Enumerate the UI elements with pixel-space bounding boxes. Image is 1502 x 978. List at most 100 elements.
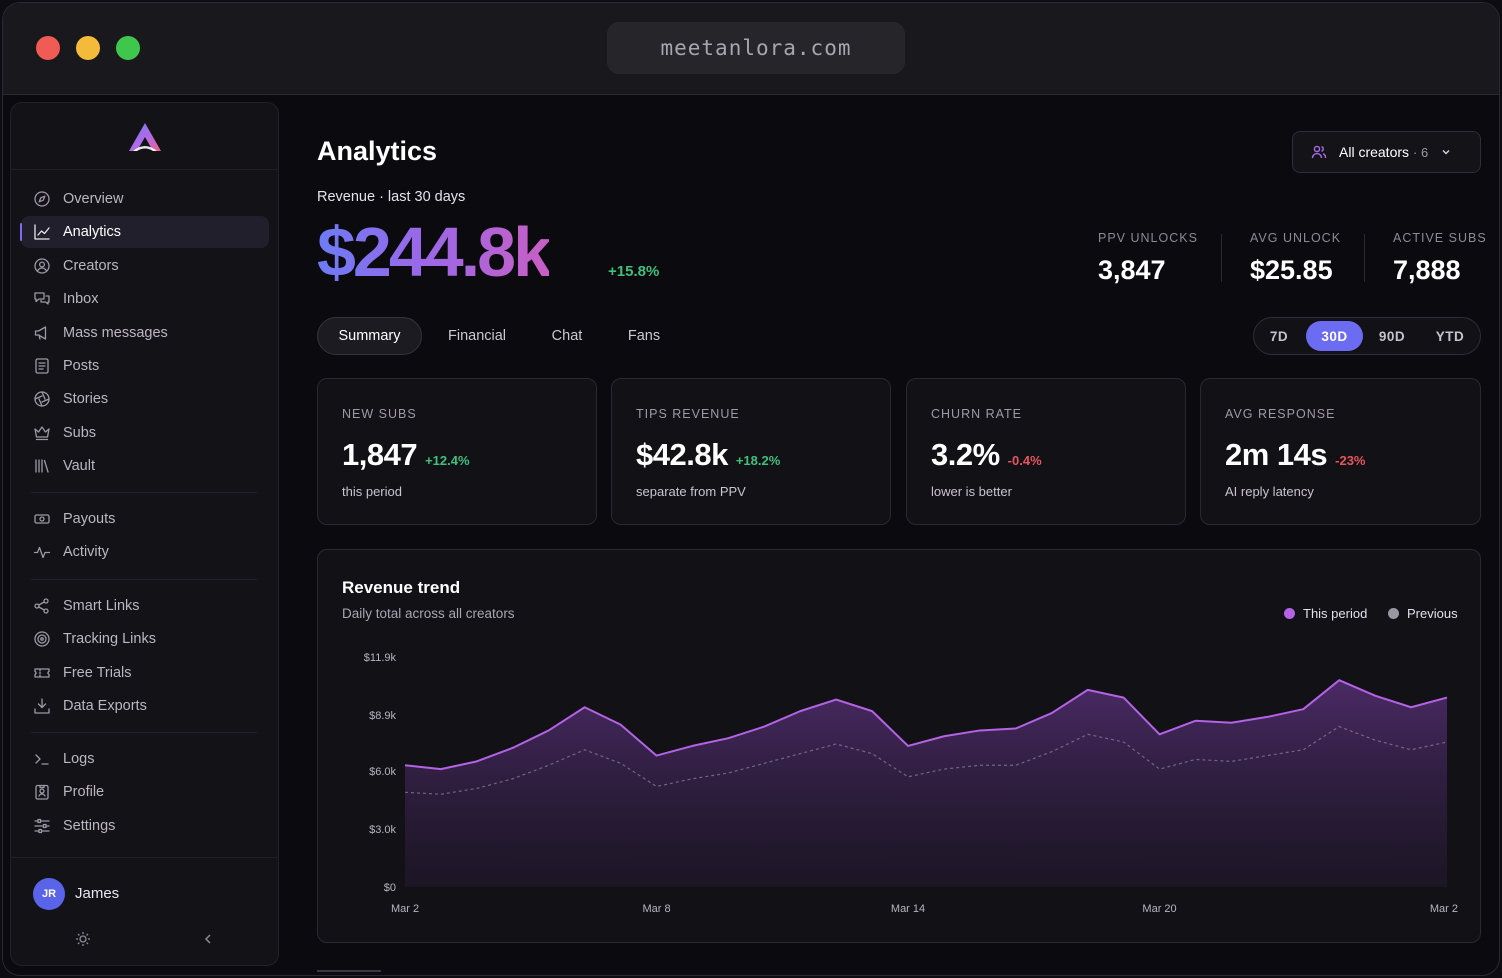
user-name[interactable]: James: [75, 885, 120, 902]
ticket-icon: [34, 668, 50, 678]
x-tick-label: Mar 14: [891, 903, 925, 915]
sun-icon[interactable]: [75, 931, 91, 947]
sidebar-item-tracking-links[interactable]: Tracking Links: [21, 623, 269, 655]
y-tick-label: $11.9k: [364, 652, 397, 664]
legend-swatch: [1388, 608, 1399, 619]
sidebar-item-label: Data Exports: [63, 698, 147, 715]
sidebar-item-vault[interactable]: Vault: [21, 450, 269, 482]
x-tick-label: Mar 8: [642, 903, 670, 915]
sliders-icon: [34, 818, 50, 833]
stat-divider: [1221, 234, 1222, 282]
newspaper-icon: [35, 358, 49, 374]
creators-filter-count: · 6: [1413, 144, 1429, 160]
kpi-value: $42.8k +18.2%: [636, 437, 781, 472]
chart-line-icon: [34, 224, 50, 241]
sidebar-item-logs[interactable]: Logs: [21, 743, 269, 775]
sidebar-item-label: Analytics: [63, 224, 122, 241]
previous-series-line[interactable]: [404, 725, 1448, 795]
kpi-card-avg-response[interactable]: AVG RESPONSE 2m 14s -23% AI reply latency: [1200, 378, 1481, 525]
nodes-icon: [34, 598, 49, 614]
range-7d-button[interactable]: 7D: [1269, 328, 1289, 344]
sidebar-item-label: Inbox: [63, 291, 99, 308]
sidebar-item-label: Subs: [63, 424, 97, 441]
x-tick-label: Mar 2: [391, 903, 419, 915]
kpi-note: this period: [342, 484, 402, 499]
sidebar-item-activity[interactable]: Activity: [21, 536, 269, 568]
stat-value: 3,847: [1098, 255, 1166, 285]
tab-fans[interactable]: Fans: [627, 328, 661, 344]
sidebar-item-settings[interactable]: Settings: [21, 810, 269, 842]
sidebar-item-analytics[interactable]: Analytics: [20, 216, 269, 249]
aperture-icon: [34, 391, 50, 408]
brand-logo-icon[interactable]: [127, 121, 163, 155]
kpi-card-churn-rate[interactable]: CHURN RATE 3.2% -0.4% lower is better: [906, 378, 1186, 525]
sidebar-item-free-trials[interactable]: Free Trials: [21, 657, 269, 689]
sidebar-item-label: Logs: [63, 751, 95, 767]
kpi-note: separate from PPV: [636, 484, 746, 499]
compass-icon: [34, 191, 50, 207]
stat-divider: [1364, 234, 1365, 282]
sidebar-item-label: Tracking Links: [63, 631, 156, 648]
legend-previous[interactable]: Previous: [1388, 606, 1458, 621]
sidebar-item-posts[interactable]: Posts: [21, 350, 269, 382]
tab-chat[interactable]: Chat: [551, 328, 583, 344]
sidebar-item-subs[interactable]: Subs: [21, 417, 269, 449]
kpi-card-new-subs[interactable]: NEW SUBS 1,847 +12.4% this period: [317, 378, 597, 525]
this-period-series-line[interactable]: [404, 679, 1448, 771]
kpi-value: 2m 14s -23%: [1225, 437, 1366, 472]
sidebar-item-label: Settings: [63, 817, 116, 834]
revenue-trend-chart[interactable]: $11.9k $8.9k $6.0k $3.0k $0 Mar 2 Mar 8 Mar 14 M…: [318, 550, 1482, 944]
revenue-label: Revenue · last 30 days: [317, 189, 466, 205]
sidebar: Overview Analytics Creators Inbox Mass messa…: [10, 102, 279, 966]
kpi-delta: +18.2%: [735, 453, 781, 468]
chevron-left-icon[interactable]: [201, 932, 215, 946]
date-range-selector: 7D 30D 90D YTD: [1253, 317, 1481, 355]
sidebar-item-profile[interactable]: Profile: [21, 776, 269, 808]
sidebar-item-stories[interactable]: Stories: [21, 383, 269, 415]
kpi-value: 1,847 +12.4%: [342, 437, 470, 472]
tab-financial[interactable]: Financial: [447, 328, 507, 344]
kpi-value: 3.2% -0.4%: [931, 437, 1042, 472]
sidebar-item-label: Creators: [63, 257, 119, 274]
sidebar-item-smart-links[interactable]: Smart Links: [21, 590, 269, 622]
legend-swatch: [1284, 608, 1295, 619]
sidebar-item-data-exports[interactable]: Data Exports: [21, 690, 269, 722]
pulse-icon: [33, 547, 51, 559]
sidebar-item-payouts[interactable]: Payouts: [21, 503, 269, 535]
sidebar-item-label: Payouts: [63, 511, 116, 527]
sidebar-item-label: Overview: [63, 191, 124, 207]
maximize-window-button[interactable]: [116, 36, 140, 60]
user-circle-icon: [34, 258, 50, 274]
megaphone-icon: [34, 325, 47, 340]
minimize-window-button[interactable]: [76, 36, 100, 60]
y-tick-label: $6.0k: [369, 766, 396, 778]
sidebar-item-mass-messages[interactable]: Mass messages: [21, 317, 269, 349]
logo-divider: [11, 169, 278, 170]
stat-label: PPV UNLOCKS: [1098, 231, 1198, 245]
chat-bubbles-icon: [34, 292, 50, 305]
legend-this-period[interactable]: This period: [1284, 606, 1367, 621]
sidebar-item-overview[interactable]: Overview: [21, 183, 269, 215]
range-30d-button[interactable]: 30D: [1306, 321, 1363, 351]
kpi-card-tips-revenue[interactable]: TIPS REVENUE $42.8k +18.2% separate from …: [611, 378, 891, 525]
stat-value: 7,888: [1393, 255, 1461, 285]
creators-filter-dropdown[interactable]: All creators · 6: [1292, 131, 1481, 173]
nav-divider: [31, 579, 257, 580]
y-tick-label: $8.9k: [369, 710, 396, 722]
url-bar[interactable]: meetanlora.com: [607, 22, 905, 74]
stat-value: $25.85: [1250, 255, 1333, 285]
sidebar-item-creators[interactable]: Creators: [21, 250, 269, 282]
library-icon: [35, 459, 49, 473]
range-ytd-button[interactable]: YTD: [1435, 328, 1465, 344]
x-tick-label: Mar 20: [1142, 903, 1176, 915]
id-badge-icon: [35, 785, 49, 801]
range-90d-button[interactable]: 90D: [1378, 328, 1406, 344]
revenue-delta: +15.8%: [608, 263, 660, 280]
kpi-note: lower is better: [931, 484, 1012, 499]
close-window-button[interactable]: [36, 36, 60, 60]
avatar[interactable]: JR: [33, 878, 65, 910]
sidebar-item-inbox[interactable]: Inbox: [21, 283, 269, 315]
tab-summary[interactable]: Summary: [317, 317, 422, 355]
kpi-delta: +12.4%: [425, 453, 470, 468]
download-tray-icon: [34, 698, 50, 714]
